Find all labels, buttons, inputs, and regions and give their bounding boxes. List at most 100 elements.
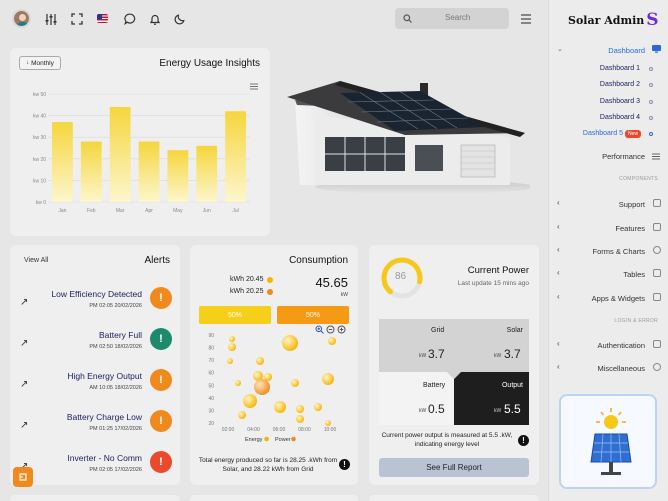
bubble-point[interactable] [229, 336, 235, 342]
bubble-point[interactable] [264, 373, 272, 381]
alert-title: Inverter - No Comm [67, 453, 142, 463]
view-all-link[interactable]: View All [24, 257, 49, 264]
alert-item[interactable]: ↗ Inverter - No Comm PM 02:05 17/02/2026! [10, 449, 180, 489]
brand-logo[interactable]: Solar Admin S [568, 10, 659, 30]
energy-card-title: Energy Usage Insights [159, 58, 260, 69]
x-tick-label: Jul [232, 208, 238, 214]
bell-icon[interactable] [148, 12, 162, 26]
alert-item[interactable]: ↗ Battery Full PM 02:50 18/02/2026! [10, 326, 180, 366]
bubble-point[interactable] [328, 337, 336, 345]
bubble-point[interactable] [322, 373, 334, 385]
sidebar-subitem[interactable]: Dashboard 5 New [557, 128, 661, 140]
bubble-point[interactable] [256, 357, 264, 365]
sidebar-item-performance[interactable]: Performance [557, 150, 661, 162]
bar-apr[interactable] [138, 141, 160, 202]
bubble-point[interactable] [253, 371, 263, 381]
us-flag-icon[interactable] [97, 14, 108, 23]
lock-icon [653, 340, 661, 348]
sidebar-subitem[interactable]: Dashboard 4 [557, 112, 661, 124]
sliders-icon[interactable] [43, 12, 57, 26]
alert-item[interactable]: ↗ High Energy Output AM 10:05 18/02/2026! [10, 367, 180, 407]
brand-mark: S [646, 10, 659, 30]
menu-icon[interactable] [519, 12, 533, 26]
bottom-card-partial [190, 495, 358, 501]
x-tick-label: 02:00 [222, 427, 235, 433]
alert-item[interactable]: ↗ Battery Charge Low PM 01:25 17/02/2026! [10, 408, 180, 448]
alert-title: High Energy Output [67, 371, 142, 381]
sidebar-subitem[interactable]: Dashboard 1 [557, 63, 661, 75]
zoom-out-icon[interactable] [326, 325, 335, 334]
bubble-point[interactable] [228, 343, 236, 351]
chevron-left-icon: ‹ [557, 245, 560, 254]
fullscreen-icon[interactable] [70, 12, 84, 26]
chat-icon[interactable] [123, 12, 137, 26]
sidebar-item[interactable]: ‹ Miscellaneous [557, 362, 661, 374]
solar-label: Solar [506, 327, 523, 334]
sidebar-subitem[interactable]: Dashboard 2 [557, 79, 661, 91]
sidebar-item-label: Tables [623, 270, 645, 279]
energy-share-bar: 50% [199, 306, 271, 324]
solar-unit: kW [494, 353, 502, 359]
bar-jan[interactable] [52, 122, 73, 202]
battery-unit: kW [419, 408, 427, 414]
brand-text: Solar Admin [568, 13, 645, 27]
bar-mar[interactable] [109, 106, 131, 202]
sidebar-item[interactable]: ‹ Apps & Widgets [557, 292, 661, 304]
bar-jul[interactable] [225, 111, 246, 202]
floating-settings-button[interactable] [13, 467, 33, 487]
arrow-up-right-icon: ↗ [20, 379, 29, 390]
sidebar-item[interactable]: ‹ Forms & Charts [557, 245, 661, 257]
alert-item[interactable]: ↗ Low Efficiency Detected PM 02:05 20/02/2… [10, 285, 180, 325]
bubble-point[interactable] [238, 411, 246, 419]
sidebar-item-dashboard[interactable]: ⌄ Dashboard [557, 44, 661, 56]
bubble-point[interactable] [296, 415, 304, 423]
bubble-point[interactable] [296, 405, 304, 413]
sidebar-item[interactable]: ‹ Support [557, 198, 661, 210]
chevron-down-icon: ⌄ [557, 46, 563, 53]
chart-menu-icon[interactable] [249, 82, 258, 90]
dot-icon [649, 132, 653, 137]
info-icon[interactable]: ! [339, 459, 350, 470]
sidebar-item[interactable]: ‹ Tables [557, 268, 661, 280]
search-box[interactable]: Search [395, 8, 509, 29]
search-input[interactable]: Search [445, 13, 471, 22]
sidebar-subitem[interactable]: Dashboard 3 [557, 96, 661, 108]
avatar[interactable] [12, 9, 31, 28]
monthly-filter-button[interactable]: ↓ Monthly [19, 56, 61, 70]
list-icon [651, 151, 661, 161]
sidebar-item-label: Features [615, 224, 645, 233]
power-gauge [381, 257, 423, 299]
sidebar-item[interactable]: ‹ Authentication [557, 339, 661, 351]
warning-icon: ! [150, 410, 172, 432]
bar-jun[interactable] [196, 145, 218, 202]
bubble-point[interactable] [274, 401, 286, 413]
bar-may[interactable] [167, 150, 189, 202]
search-icon [402, 13, 412, 23]
bubble-point[interactable] [235, 380, 241, 386]
output-label: Output [501, 382, 523, 389]
battery-value: 0.5 [428, 402, 445, 416]
solar-cell: Solar kW 3.7 [454, 319, 529, 372]
chevron-left-icon: ‹ [557, 339, 560, 348]
dot-icon [649, 115, 653, 120]
zoom-in-icon[interactable] [315, 325, 324, 334]
bubble-point[interactable] [325, 420, 331, 426]
power-breakdown-grid: Grid kW 3.7 Solar kW 3.7 Battery kW 0.5 … [379, 319, 529, 425]
see-full-report-button[interactable]: See Full Report [379, 458, 529, 477]
bubble-point[interactable] [314, 403, 322, 411]
energy-usage-card: ↓ Monthly Energy Usage Insights kw 0 kw 1… [10, 48, 270, 236]
bubble-point[interactable] [243, 394, 257, 408]
info-icon [653, 363, 661, 371]
bubble-point[interactable] [282, 335, 298, 351]
y-tick-label: kw 20 [33, 157, 46, 163]
bubble-point[interactable] [227, 358, 233, 364]
bubble-point[interactable] [254, 379, 270, 395]
warning-icon: ! [150, 451, 172, 473]
bubble-point[interactable] [291, 379, 299, 387]
sidebar-subitem-label: Dashboard 5 [582, 130, 623, 138]
reset-zoom-icon[interactable] [337, 325, 346, 334]
moon-icon[interactable] [173, 12, 187, 26]
info-icon[interactable]: ! [518, 435, 529, 446]
sidebar-item[interactable]: ‹ Features [557, 222, 661, 234]
bar-feb[interactable] [80, 141, 102, 202]
